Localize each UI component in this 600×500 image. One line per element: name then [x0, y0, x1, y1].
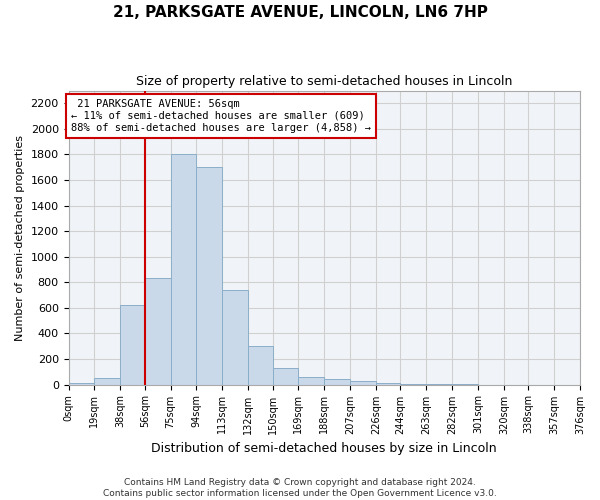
Bar — [248, 346, 272, 385]
Bar — [272, 368, 298, 384]
Y-axis label: Number of semi-detached properties: Number of semi-detached properties — [15, 134, 25, 340]
X-axis label: Distribution of semi-detached houses by size in Lincoln: Distribution of semi-detached houses by … — [151, 442, 497, 455]
Text: 21, PARKSGATE AVENUE, LINCOLN, LN6 7HP: 21, PARKSGATE AVENUE, LINCOLN, LN6 7HP — [113, 5, 487, 20]
Bar — [298, 377, 324, 384]
Bar — [94, 378, 120, 384]
Bar — [324, 380, 350, 384]
Bar — [196, 168, 222, 384]
Bar — [222, 290, 248, 384]
Bar — [145, 278, 170, 384]
Bar — [170, 154, 196, 384]
Bar — [350, 382, 376, 384]
Text: 21 PARKSGATE AVENUE: 56sqm
← 11% of semi-detached houses are smaller (609)
88% o: 21 PARKSGATE AVENUE: 56sqm ← 11% of semi… — [71, 100, 371, 132]
Bar — [120, 306, 145, 384]
Bar — [376, 382, 400, 384]
Text: Contains HM Land Registry data © Crown copyright and database right 2024.
Contai: Contains HM Land Registry data © Crown c… — [103, 478, 497, 498]
Title: Size of property relative to semi-detached houses in Lincoln: Size of property relative to semi-detach… — [136, 75, 512, 88]
